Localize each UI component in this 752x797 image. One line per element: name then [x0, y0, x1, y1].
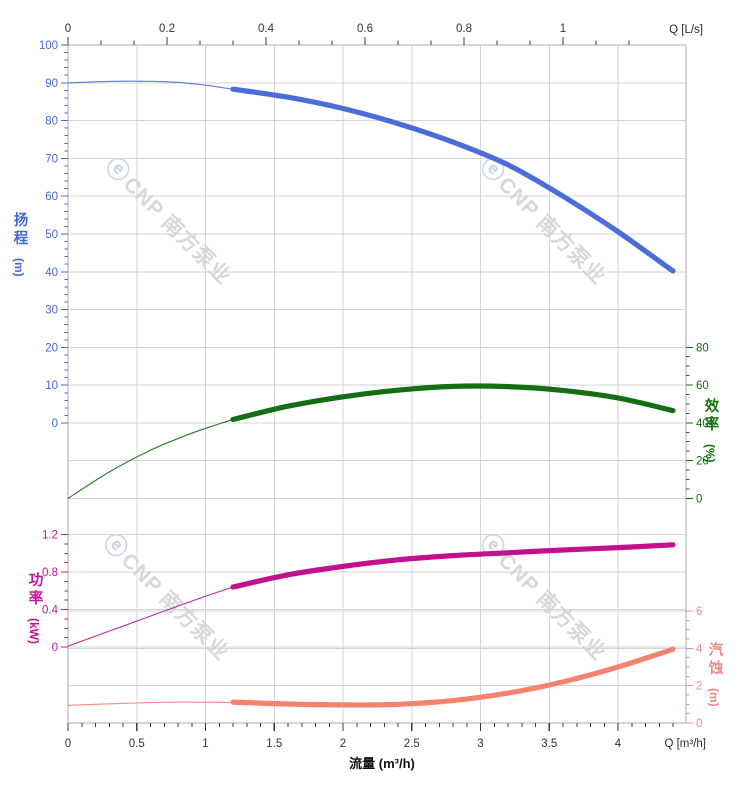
gridlines	[68, 45, 686, 723]
svg-text:率: 率	[29, 589, 44, 607]
npsh-curve-thick	[230, 646, 676, 708]
head-axis-unit: (m)	[12, 258, 26, 277]
svg-text:汽: 汽	[709, 641, 724, 659]
npsh-axis-title: 汽蚀 (m)	[707, 641, 724, 707]
bottom-tick-label: 4	[615, 738, 622, 750]
top-tick-label: 0.2	[159, 23, 175, 35]
power-axis-unit: (kW)	[27, 618, 41, 644]
efficiency-axis: 0 20 40 60 80	[686, 342, 709, 505]
top-tick-label: 0	[65, 23, 71, 35]
head-tick-label: 10	[45, 380, 58, 392]
head-tick-label: 60	[45, 191, 58, 203]
head-axis: 0 10 20 30 40 50 60 70 80 90 100	[39, 40, 68, 430]
head-tick-label: 50	[45, 229, 58, 241]
power-tick-label: 0.8	[42, 567, 58, 579]
bottom-tick-label: 0.5	[129, 738, 145, 750]
head-tick-label: 0	[52, 418, 58, 430]
head-axis-title: 扬程 (m)	[12, 211, 29, 277]
npsh-axis-unit: (m)	[707, 688, 721, 707]
bottom-tick-label: 3.5	[541, 738, 557, 750]
npsh-tick-label: 2	[696, 681, 702, 693]
efficiency-axis-title: 效率 (%)	[703, 397, 720, 463]
efficiency-tick-label: 20	[696, 456, 709, 468]
power-curve-thin	[67, 586, 234, 647]
svg-text:扬: 扬	[14, 211, 29, 229]
svg-text:程: 程	[14, 230, 29, 247]
power-axis: 0 0.4 0.8 1.2	[42, 530, 68, 654]
top-tick-label: 1	[560, 23, 566, 35]
top-tick-label: 0.6	[357, 23, 373, 35]
power-curve	[67, 542, 676, 647]
npsh-tick-label: 4	[696, 643, 703, 655]
bottom-tick-label: 2	[340, 738, 346, 750]
bottom-tick-label: 1	[202, 738, 208, 750]
power-tick-label: 1.2	[42, 530, 58, 542]
svg-text:率: 率	[705, 415, 720, 433]
npsh-curve-thin	[67, 701, 234, 706]
flow-axis-title: 流量 (m³/h)	[349, 756, 415, 771]
bottom-tick-label: 2.5	[404, 738, 420, 750]
power-tick-label: 0.4	[42, 605, 59, 617]
bottom-axis-unit-label: Q [m³/h]	[664, 738, 706, 750]
svg-text:功: 功	[29, 572, 44, 589]
bottom-tick-label: 0	[65, 738, 71, 750]
power-tick-label: 0	[52, 642, 58, 654]
head-curve	[67, 80, 676, 274]
plot-border	[67, 44, 687, 724]
efficiency-tick-label: 60	[696, 380, 709, 392]
efficiency-tick-label: 40	[696, 418, 709, 430]
npsh-tick-label: 6	[696, 606, 702, 618]
efficiency-curve-thin	[67, 418, 234, 499]
efficiency-tick-label: 0	[696, 493, 702, 505]
bottom-tick-label: 3	[477, 738, 483, 750]
efficiency-curve	[67, 383, 676, 499]
npsh-tick-label: 0	[696, 718, 702, 730]
head-tick-label: 30	[45, 305, 58, 317]
efficiency-tick-label: 80	[696, 342, 709, 354]
head-tick-label: 40	[45, 267, 58, 279]
top-axis-unit-label: Q [L/s]	[669, 24, 703, 36]
head-curve-thin	[67, 80, 234, 90]
efficiency-axis-unit: (%)	[703, 444, 717, 463]
head-tick-label: 80	[45, 116, 58, 128]
chart-dynamic-content: 0102030405060708090100扬程(m)020406080效率(%…	[12, 23, 724, 750]
power-curve-thick	[230, 542, 676, 590]
head-tick-label: 100	[39, 40, 58, 52]
head-tick-label: 20	[45, 342, 58, 354]
svg-text:效: 效	[705, 397, 720, 415]
npsh-axis: 0 2 4 6	[686, 606, 703, 730]
efficiency-curve-thick	[230, 383, 676, 423]
head-curve-thick	[230, 86, 676, 274]
head-tick-label: 70	[45, 153, 58, 165]
head-tick-label: 90	[45, 78, 58, 90]
bottom-tick-label: 1.5	[266, 738, 282, 750]
npsh-curve	[67, 646, 676, 708]
top-tick-label: 0.8	[456, 23, 472, 35]
top-tick-label: 0.4	[258, 23, 275, 35]
top-x-axis: 0 0.2 0.4 0.6 0.8 1	[65, 23, 630, 45]
svg-text:蚀: 蚀	[708, 659, 724, 677]
power-axis-title: 功率 (kW)	[27, 572, 44, 644]
bottom-x-axis: 0 0.5 1 1.5 2 2.5 3 3.5 4	[65, 723, 674, 750]
